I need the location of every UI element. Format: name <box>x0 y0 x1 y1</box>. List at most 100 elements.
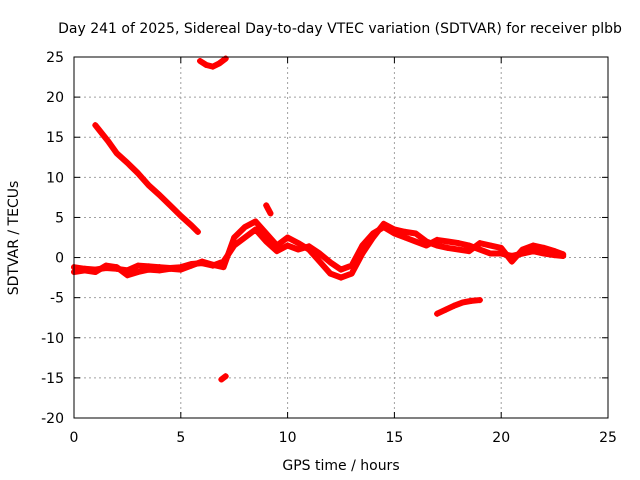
series-isolated-b <box>218 373 229 383</box>
data-point <box>177 212 184 219</box>
series-main-band-b <box>71 218 567 281</box>
data-point <box>402 234 409 241</box>
data-point <box>391 226 398 233</box>
data-point <box>455 240 462 247</box>
data-point <box>359 250 366 257</box>
data-point <box>434 236 441 243</box>
data-point <box>241 224 248 231</box>
data-point <box>370 234 377 241</box>
data-point <box>519 246 526 253</box>
axis-ticks: 0 5 10 15 20 25 -20 -15 -10 -5 0 5 10 15 20 25 <box>41 50 617 446</box>
data-point <box>402 228 409 235</box>
y-tick-label: -10 <box>41 331 64 347</box>
data-point <box>434 310 441 317</box>
data-point <box>451 302 458 309</box>
data-point <box>466 248 473 255</box>
data-point <box>273 242 280 249</box>
x-tick-label: 10 <box>279 430 297 446</box>
y-tick-label: 0 <box>55 251 64 267</box>
data-point <box>252 218 259 225</box>
x-tick-label: 5 <box>176 430 185 446</box>
data-point <box>124 272 131 279</box>
data-point <box>241 234 248 241</box>
data-point <box>498 244 505 251</box>
y-tick-label: -15 <box>41 371 64 387</box>
data-point <box>273 248 280 255</box>
data-point <box>540 244 547 251</box>
y-tick-label: 10 <box>46 170 64 186</box>
data-point <box>487 242 494 249</box>
data-point <box>442 306 449 313</box>
data-point <box>327 270 334 277</box>
data-point <box>145 266 152 273</box>
series-descending-arc <box>92 122 201 235</box>
data-point <box>113 264 120 271</box>
data-point <box>476 240 483 247</box>
y-tick-label: 15 <box>46 130 64 146</box>
data-point <box>434 242 441 249</box>
series-top-segment <box>197 55 229 70</box>
data-point <box>412 230 419 237</box>
data-point <box>188 262 195 269</box>
x-axis-label: GPS time / hours <box>282 458 399 474</box>
data-point <box>135 268 142 275</box>
plot-frame <box>73 56 609 419</box>
data-point <box>265 206 272 213</box>
data-point <box>231 234 238 241</box>
data-point <box>380 220 387 227</box>
series-isolated-a <box>263 202 274 217</box>
data-point <box>199 258 206 265</box>
data-point <box>284 234 291 241</box>
data-point <box>188 222 195 229</box>
data-point <box>209 261 216 268</box>
data-point <box>156 191 163 198</box>
data-point <box>327 259 334 266</box>
data-point <box>508 258 515 265</box>
data-point <box>105 138 112 145</box>
data-point <box>145 182 152 189</box>
data-point <box>263 202 270 209</box>
x-tick-label: 20 <box>492 430 510 446</box>
data-point <box>167 202 174 209</box>
data-point <box>316 258 323 265</box>
data-point <box>92 122 99 129</box>
data-point <box>316 250 323 257</box>
data-point <box>284 242 291 249</box>
data-point <box>295 240 302 247</box>
data-points <box>71 55 567 383</box>
data-point <box>530 248 537 255</box>
series-trace <box>92 122 201 235</box>
data-point <box>135 262 142 269</box>
y-axis-label: SDTVAR / TECUs <box>6 181 22 296</box>
data-point <box>423 238 430 245</box>
data-point <box>197 58 204 65</box>
data-point <box>252 226 259 233</box>
data-point <box>348 270 355 277</box>
data-point <box>263 230 270 237</box>
x-tick-label: 15 <box>385 430 403 446</box>
data-point <box>540 250 547 257</box>
data-point <box>177 266 184 273</box>
data-point <box>560 251 567 258</box>
x-tick-label: 0 <box>70 430 79 446</box>
data-point <box>487 250 494 257</box>
data-point <box>295 246 302 253</box>
data-point <box>156 267 163 274</box>
data-point <box>530 242 537 249</box>
data-point <box>305 246 312 253</box>
data-point <box>194 228 201 235</box>
data-point <box>476 297 483 304</box>
data-point <box>455 246 462 253</box>
data-point <box>338 274 344 281</box>
data-point <box>459 299 466 306</box>
data-point <box>113 150 120 157</box>
data-point <box>203 62 210 69</box>
data-point <box>209 63 216 70</box>
data-point <box>92 268 99 275</box>
chart-title: Day 241 of 2025, Sidereal Day-to-day VTE… <box>58 21 622 37</box>
data-point <box>263 238 270 245</box>
y-tick-label: 25 <box>46 50 64 66</box>
data-point <box>468 297 475 304</box>
series-trace <box>434 297 483 317</box>
grid-lines <box>74 57 608 418</box>
